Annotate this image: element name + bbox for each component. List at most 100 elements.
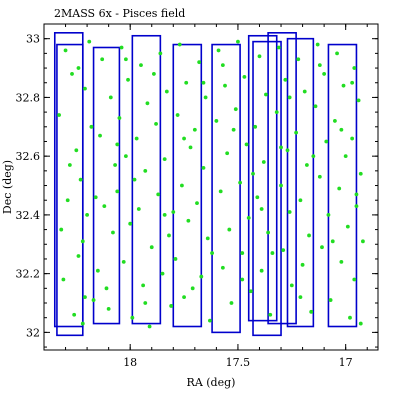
source-point — [287, 210, 292, 214]
source-point — [117, 116, 122, 120]
y-tick-label: 32 — [26, 326, 40, 339]
source-point — [276, 45, 281, 50]
source-point — [65, 198, 70, 203]
source-point — [337, 186, 342, 191]
source-point — [311, 154, 316, 159]
source-point — [121, 259, 126, 264]
source-point — [100, 57, 105, 62]
source-point — [225, 151, 230, 156]
source-point — [91, 298, 96, 302]
field-footprint-2 — [56, 43, 84, 337]
source-point — [132, 177, 137, 182]
source-point — [70, 72, 74, 76]
source-point — [61, 277, 66, 282]
source-point — [242, 74, 247, 79]
field-footprint-4 — [131, 34, 162, 325]
source-point — [119, 45, 124, 50]
source-point — [195, 201, 199, 206]
source-point — [158, 51, 163, 56]
field-footprints — [53, 32, 358, 337]
source-point — [192, 127, 197, 132]
source-point — [80, 239, 85, 244]
source-point — [240, 277, 245, 282]
source-point — [93, 195, 98, 200]
source-point — [89, 124, 94, 129]
source-points — [57, 39, 365, 329]
source-point — [113, 163, 118, 167]
source-point — [76, 254, 81, 258]
source-point — [141, 283, 146, 288]
y-tick-label: 32.8 — [16, 91, 41, 104]
source-point — [162, 157, 167, 161]
source-point — [67, 163, 72, 167]
source-point — [259, 268, 264, 273]
source-point — [85, 213, 89, 217]
source-point — [298, 295, 303, 300]
source-point — [339, 127, 344, 132]
source-point — [354, 204, 359, 208]
source-point — [151, 72, 156, 76]
source-point — [173, 257, 178, 261]
field-footprint-10 — [286, 37, 315, 328]
source-point — [350, 80, 355, 85]
source-point — [83, 295, 87, 300]
source-point — [322, 72, 327, 76]
source-point — [220, 63, 225, 68]
source-point — [186, 218, 191, 223]
source-point — [171, 210, 176, 214]
source-point — [274, 110, 279, 115]
source-point — [143, 301, 148, 305]
y-tick-label: 33 — [26, 33, 40, 46]
source-point — [95, 268, 100, 273]
source-point — [352, 66, 357, 70]
source-point — [188, 145, 193, 150]
source-point — [164, 89, 169, 94]
source-point — [59, 227, 64, 232]
source-point — [78, 177, 83, 182]
source-point — [261, 160, 266, 164]
x-tick-label: 17 — [339, 356, 353, 369]
source-point — [361, 239, 365, 244]
source-point — [220, 265, 225, 270]
source-point — [320, 245, 324, 250]
source-point — [108, 95, 113, 100]
source-point — [266, 230, 271, 235]
source-point — [72, 312, 77, 317]
source-point — [270, 251, 275, 255]
source-point — [248, 289, 253, 294]
source-point — [106, 306, 111, 311]
source-point — [167, 233, 171, 238]
y-axis-title: Dec (deg) — [1, 160, 14, 214]
source-point — [326, 213, 331, 217]
source-point — [145, 101, 150, 106]
source-point — [253, 124, 258, 129]
source-point — [214, 119, 219, 123]
source-point — [223, 83, 227, 88]
field-footprint-6 — [211, 43, 241, 334]
source-point — [283, 77, 288, 82]
source-point — [175, 113, 180, 117]
source-point — [259, 207, 264, 211]
x-axis-title: RA (deg) — [187, 376, 236, 389]
field-footprint-9 — [267, 32, 297, 325]
source-point — [205, 236, 210, 241]
plot-frame — [43, 23, 379, 351]
source-point — [126, 77, 130, 82]
chart-title: 2MASS 6x - Pisces field — [54, 7, 185, 20]
source-point — [231, 127, 236, 132]
source-point — [87, 39, 92, 44]
source-point — [201, 80, 206, 85]
source-point — [233, 107, 238, 112]
source-point — [345, 224, 350, 229]
source-point — [227, 227, 232, 232]
source-point — [302, 89, 307, 94]
source-point — [83, 86, 87, 91]
source-point — [102, 204, 107, 208]
field-footprint-11 — [327, 43, 358, 328]
field-footprint-8 — [252, 40, 282, 337]
source-point — [343, 154, 348, 159]
source-point — [218, 189, 223, 194]
axis-ticks: 18 17.5 17 32 32.2 32.4 32.6 32.8 33 — [16, 24, 378, 369]
source-point — [356, 98, 361, 103]
